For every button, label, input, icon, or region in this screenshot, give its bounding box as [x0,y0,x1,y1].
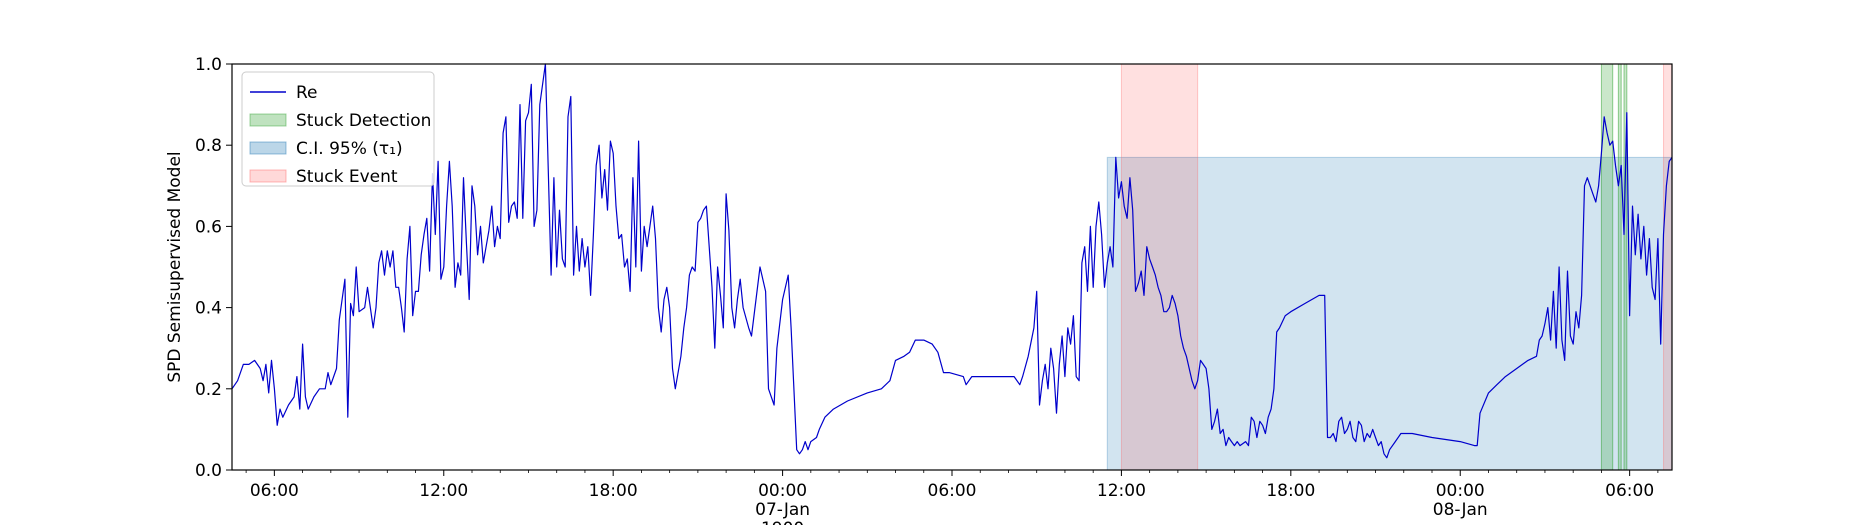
x-tick-label: 06:00 [1605,481,1654,501]
legend: Re Stuck Detection C.I. 95% (τ₁) Stuck Even… [241,71,435,187]
y-tick-label: 1.0 [195,55,222,75]
x-tick-label: 06:00 [250,481,299,501]
y-tick-label: 0.0 [195,461,222,481]
y-tick-label: 0.2 [195,380,222,400]
x-tick-label: 12:00 [1097,481,1146,501]
y-tick-label: 0.6 [195,217,222,237]
plot-frame [231,63,1673,471]
legend-frame [241,71,435,187]
ci-band [1106,156,1673,471]
legend-swatch-patch [249,113,287,127]
x-tick-label: 18:00 [589,481,638,501]
x-tick-label: 00:00 [758,481,807,501]
axis-ticks: 0.00.20.40.60.81.006:00 12:00 18:00 00:0007… [195,55,1659,525]
legend-swatch-patch [249,141,287,155]
legend-label: Stuck Event [296,167,398,187]
stuck-event-band [1120,63,1199,471]
x-tick-label: 12:00 [419,481,468,501]
stuck-event-band [1663,63,1673,471]
stuck-detection-band [1617,63,1622,471]
x-tick-year-label: 1900 [761,519,804,525]
legend-swatch-patch [249,169,287,183]
legend-label: Re [296,83,318,103]
series-line-re [231,63,1673,459]
x-tick-date-label: 08-Jan [1433,500,1488,520]
y-tick-label: 0.4 [195,299,222,319]
x-tick-label: 00:00 [1436,481,1485,501]
legend-label: C.I. 95% (τ₁) [296,139,403,159]
series-layer [231,63,1673,459]
legend-label: Stuck Detection [296,111,431,131]
x-tick-date-label: 07-Jan [755,500,810,520]
y-tick-label: 0.8 [195,136,222,156]
x-tick-label: 18:00 [1266,481,1315,501]
y-axis-label: SPD Semisupervised Model [165,151,185,382]
x-tick-label: 06:00 [928,481,977,501]
shaded-bands [1106,63,1673,471]
